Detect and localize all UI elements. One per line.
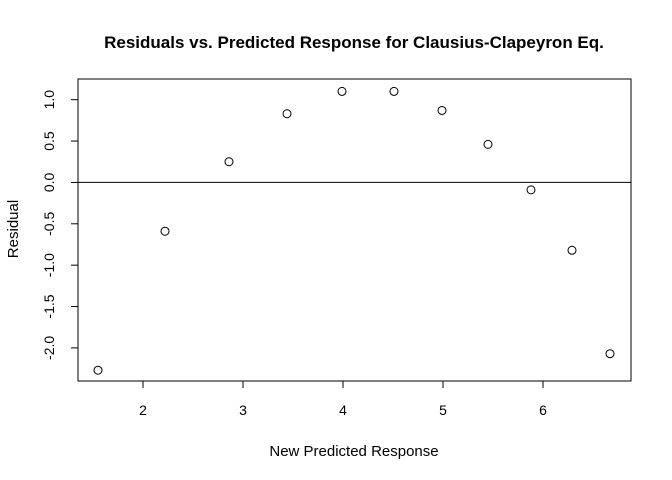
data-point	[224, 157, 234, 167]
data-point	[93, 365, 103, 375]
y-axis-label: Residual	[5, 200, 22, 258]
y-axis: -2.0 -1.5 -1.0 -0.5 0.0 0.5 1.0	[41, 90, 79, 360]
y-tick-label: -0.5	[41, 212, 57, 236]
data-point	[437, 105, 447, 115]
y-tick-label: -2.0	[41, 336, 57, 360]
y-tick-label: 0.0	[41, 172, 57, 192]
data-point	[337, 86, 347, 96]
data-point	[567, 245, 577, 255]
data-point	[483, 139, 493, 149]
y-tick-label: 1.0	[41, 90, 57, 110]
data-point	[282, 109, 292, 119]
x-tick-label: 4	[339, 402, 347, 418]
x-tick-label: 2	[139, 402, 147, 418]
x-tick-label: 6	[539, 402, 547, 418]
x-axis-label: New Predicted Response	[269, 443, 438, 460]
data-point	[605, 349, 615, 359]
x-tick-label: 3	[239, 402, 247, 418]
y-tick-label: -1.5	[41, 294, 57, 318]
data-point	[526, 185, 536, 195]
chart-title: Residuals vs. Predicted Response for Cla…	[104, 33, 604, 52]
data-points	[93, 86, 615, 375]
data-point	[160, 226, 170, 236]
data-point	[389, 86, 399, 96]
y-tick-label: -1.0	[41, 253, 57, 277]
x-tick-label: 5	[439, 402, 447, 418]
x-axis: 2 3 4 5 6	[139, 380, 547, 418]
y-tick-label: 0.5	[41, 131, 57, 151]
